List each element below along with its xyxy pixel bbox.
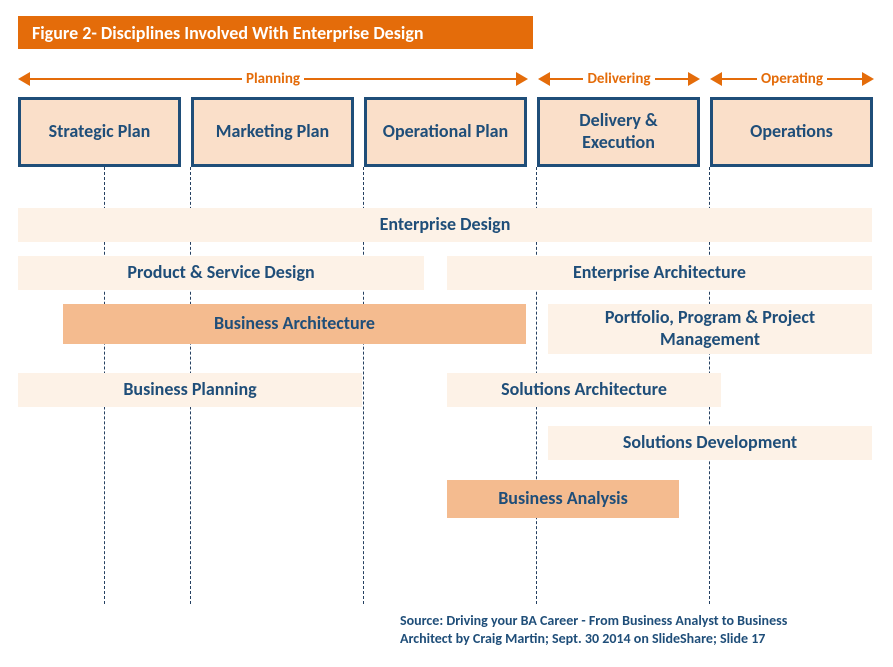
discipline-band-label: Business Planning xyxy=(113,379,266,401)
phase-label: Operating xyxy=(757,70,827,88)
column-header-label: Operations xyxy=(742,121,841,143)
phase-label: Planning xyxy=(242,70,304,88)
discipline-band-label: Enterprise Design xyxy=(370,214,521,236)
discipline-band: Business Planning xyxy=(18,373,362,407)
discipline-band: Portfolio, Program & Project Management xyxy=(548,304,872,354)
discipline-band-label: Business Analysis xyxy=(488,488,638,510)
discipline-band-label: Solutions Architecture xyxy=(491,379,677,401)
discipline-band-label: Solutions Development xyxy=(613,432,807,454)
discipline-band: Business Analysis xyxy=(447,480,679,518)
column-header-label: Delivery & Execution xyxy=(540,110,697,153)
column-header-label: Marketing Plan xyxy=(208,121,337,143)
discipline-band-label: Enterprise Architecture xyxy=(563,262,756,284)
figure-title: Figure 2- Disciplines Involved With Ente… xyxy=(32,22,424,44)
column-header: Strategic Plan xyxy=(18,97,181,167)
column-header: Marketing Plan xyxy=(191,97,354,167)
discipline-band: Solutions Architecture xyxy=(447,373,721,407)
discipline-band-label: Business Architecture xyxy=(204,313,385,335)
phase-arrow: Planning xyxy=(18,70,528,88)
discipline-band: Enterprise Architecture xyxy=(447,256,872,290)
discipline-band: Product & Service Design xyxy=(18,256,424,290)
discipline-band: Enterprise Design xyxy=(18,208,872,242)
column-header-label: Operational Plan xyxy=(375,121,516,143)
column-header: Operations xyxy=(710,97,873,167)
source-citation: Source: Driving your BA Career - From Bu… xyxy=(400,612,876,648)
column-header: Operational Plan xyxy=(364,97,527,167)
phase-arrow: Delivering xyxy=(538,70,700,88)
column-headers: Strategic Plan Marketing Plan Operational … xyxy=(18,97,873,167)
source-line: Source: Driving your BA Career - From Bu… xyxy=(400,612,876,630)
figure-title-bar: Figure 2- Disciplines Involved With Ente… xyxy=(18,16,533,49)
discipline-band-label: Portfolio, Program & Project Management xyxy=(548,307,872,350)
discipline-band-label: Product & Service Design xyxy=(117,262,324,284)
column-header: Delivery & Execution xyxy=(537,97,700,167)
phase-label: Delivering xyxy=(583,70,654,88)
source-line: Architect by Craig Martin; Sept. 30 2014… xyxy=(400,630,876,648)
discipline-band: Solutions Development xyxy=(548,426,872,460)
discipline-band: Business Architecture xyxy=(63,304,526,344)
phase-arrow: Operating xyxy=(710,70,874,88)
column-header-label: Strategic Plan xyxy=(41,121,159,143)
